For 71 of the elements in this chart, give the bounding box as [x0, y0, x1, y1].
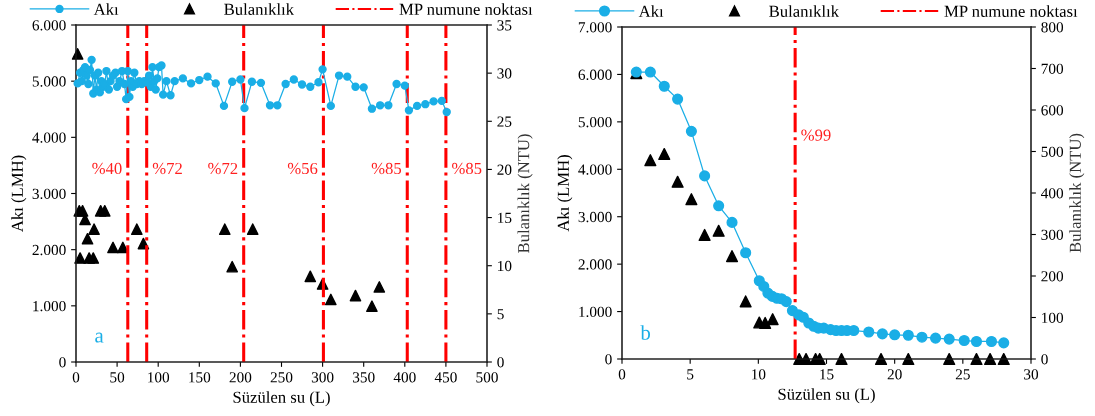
y-tick-label: 4.000 — [32, 132, 66, 143]
y2-tick-label: 35 — [497, 20, 512, 31]
x-tick-label: 350 — [352, 372, 375, 383]
legend-label: Bulanıklık — [224, 3, 295, 15]
x-tick-label: 100 — [148, 372, 170, 383]
y2-tick-label: 300 — [1041, 229, 1064, 240]
y2-tick-label: 100 — [1042, 312, 1064, 323]
x-tick-label: 5 — [687, 369, 694, 380]
annotation: %85 — [452, 162, 482, 175]
x-tick-label: 10 — [752, 369, 766, 380]
y-tick-label: 1.000 — [33, 300, 66, 312]
x-tick-label: 0 — [72, 372, 80, 383]
y-tick-label: 6.000 — [32, 20, 66, 31]
legend-label: Akı — [93, 3, 119, 15]
x-axis-title: Süzülen su (L) — [778, 388, 875, 404]
annotation: b — [640, 325, 651, 340]
x-tick-label: 0 — [618, 369, 626, 380]
legend-label: Bulanıklık — [769, 5, 840, 17]
annotation: a — [95, 332, 104, 343]
x-axis-title: Süzülen su (L) — [233, 391, 330, 407]
y-tick-label: 3.000 — [578, 211, 612, 223]
y2-tick-label: 0 — [1041, 354, 1048, 365]
y2-tick-label: 0 — [497, 357, 504, 368]
y-tick-label: 3.000 — [32, 188, 66, 200]
y2-tick-label: 25 — [497, 116, 512, 127]
y-tick-label: 0 — [605, 354, 612, 365]
legend-label: MP numune noktası — [399, 3, 533, 15]
x-tick-label: 50 — [110, 372, 125, 383]
y2-axis-title: Bulanıklık (NTU) — [1069, 133, 1085, 253]
y2-tick-label: 400 — [1041, 188, 1064, 199]
x-tick-label: 15 — [820, 369, 834, 380]
y2-tick-label: 500 — [1041, 146, 1064, 157]
x-tick-label: 300 — [311, 372, 334, 383]
y-tick-label: 5.000 — [32, 76, 66, 87]
annotation: %72 — [152, 162, 182, 175]
y2-tick-label: 15 — [498, 212, 512, 224]
annotation: %40 — [92, 162, 122, 175]
x-tick-label: 250 — [270, 372, 293, 383]
y2-tick-label: 30 — [497, 68, 512, 79]
y-tick-label: 6.000 — [578, 69, 612, 80]
y2-tick-label: 800 — [1041, 22, 1064, 33]
legend-label: MP numune noktası — [944, 5, 1078, 17]
x-tick-label: 25 — [955, 369, 970, 380]
annotation: %85 — [371, 162, 402, 175]
y-tick-label: 0 — [59, 357, 66, 368]
y-tick-label: 2.000 — [578, 259, 612, 270]
y2-tick-label: 600 — [1041, 105, 1064, 116]
y2-tick-label: 10 — [498, 260, 512, 272]
y-axis-title: Akı (LMH) — [11, 155, 27, 232]
x-tick-label: 200 — [229, 372, 252, 383]
y2-tick-label: 700 — [1041, 63, 1064, 74]
x-tick-label: 30 — [1024, 369, 1039, 380]
x-tick-label: 450 — [434, 372, 457, 383]
annotation: %56 — [287, 162, 318, 175]
y-tick-label: 5.000 — [578, 117, 612, 128]
legend-label: Akı — [638, 5, 664, 17]
x-tick-label: 400 — [393, 372, 416, 383]
y-tick-label: 2.000 — [32, 244, 66, 256]
y2-tick-label: 5 — [497, 309, 504, 320]
y-tick-label: 4.000 — [578, 164, 612, 175]
y2-tick-label: 200 — [1041, 271, 1064, 282]
y2-tick-label: 20 — [497, 164, 512, 175]
x-tick-label: 20 — [887, 369, 902, 380]
y-tick-label: 7.000 — [578, 22, 612, 33]
y-axis-title: Akı (LMH) — [557, 155, 573, 232]
x-tick-label: 150 — [189, 372, 211, 383]
y-tick-label: 1.000 — [579, 306, 612, 318]
x-tick-label: 500 — [476, 372, 498, 383]
y2-axis-title: Bulanıklık (NTU) — [517, 134, 533, 253]
annotation: %99 — [801, 129, 831, 141]
annotation: %72 — [208, 162, 238, 175]
